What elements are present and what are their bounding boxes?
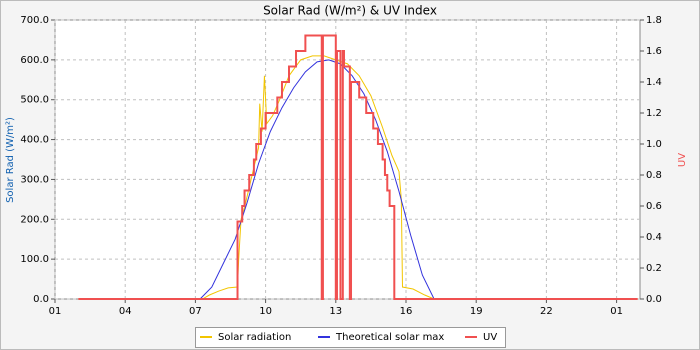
legend-box [195, 327, 506, 348]
y2-tick-label: 1.8 [646, 15, 662, 26]
y2-tick-label: 0.4 [646, 232, 662, 243]
y-tick-label: 200.0 [20, 214, 49, 225]
legend-label: Theoretical solar max [335, 332, 444, 343]
x-tick-label: 10 [259, 306, 272, 317]
y-tick-label: 100.0 [20, 254, 49, 265]
y-tick-label: 0.0 [33, 294, 49, 305]
y2-tick-label: 0.8 [646, 170, 662, 181]
series-line [199, 59, 435, 300]
y2-tick-label: 0.0 [646, 294, 662, 305]
x-tick-label: 16 [400, 306, 413, 317]
x-tick-label: 07 [189, 306, 202, 317]
legend-label: UV [483, 332, 497, 343]
x-tick-label: 04 [119, 306, 132, 317]
y2-tick-label: 0.2 [646, 263, 662, 274]
legend-label: Solar radiation [218, 332, 291, 343]
plot-area [54, 19, 641, 300]
chart-title: Solar Rad (W/m²) & UV Index [263, 4, 437, 18]
x-tick-label: 22 [540, 306, 553, 317]
series-line [78, 34, 638, 300]
x-tick-label: 13 [329, 306, 342, 317]
x-tick-label: 01 [49, 306, 62, 317]
y2-tick-label: 1.2 [646, 108, 662, 119]
x-tick-label: 19 [470, 306, 483, 317]
y-tick-label: 700.0 [20, 15, 49, 26]
y2-tick-label: 1.6 [646, 46, 662, 57]
x-tick-label: 01 [610, 306, 623, 317]
y2-tick-label: 1.4 [646, 77, 662, 88]
y2-axis-label: UV [677, 153, 688, 167]
y2-tick-label: 1.0 [646, 139, 662, 150]
y-tick-label: 400.0 [20, 135, 49, 146]
y2-tick-label: 0.6 [646, 201, 662, 212]
y-tick-label: 500.0 [20, 95, 49, 106]
y-axis-label: Solar Rad (W/m²) [5, 117, 16, 203]
y-tick-label: 600.0 [20, 55, 49, 66]
y-tick-label: 300.0 [20, 174, 49, 185]
